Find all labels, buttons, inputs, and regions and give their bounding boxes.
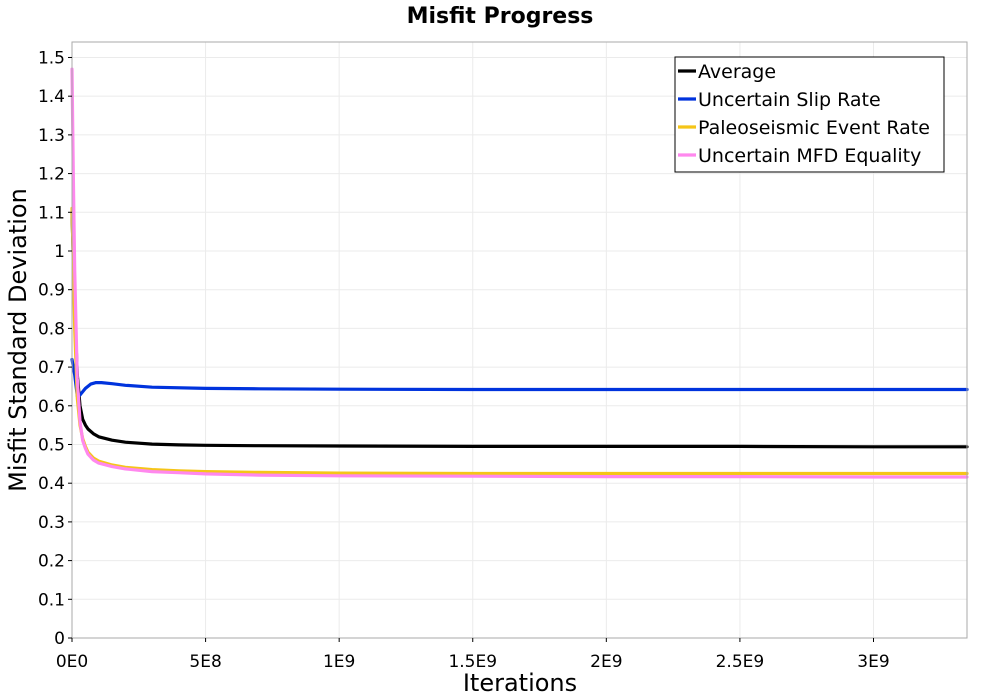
y-tick-label: 1 bbox=[54, 242, 65, 262]
y-tick-label: 0.4 bbox=[38, 474, 65, 494]
y-tick-label: 1.1 bbox=[38, 203, 65, 223]
x-tick-label: 3E9 bbox=[857, 652, 889, 672]
y-tick-label: 0.9 bbox=[38, 281, 65, 301]
series-lines bbox=[70, 67, 969, 479]
x-tick-label: 5E8 bbox=[189, 652, 221, 672]
x-tick-label: 0E0 bbox=[56, 652, 88, 672]
legend-label-uncertain-slip-rate: Uncertain Slip Rate bbox=[698, 89, 881, 111]
legend-label-average: Average bbox=[698, 61, 776, 83]
y-tick-label: 0.8 bbox=[38, 319, 65, 339]
series-line-paleoseismic-event-rate bbox=[70, 206, 969, 476]
x-tick-label: 1E9 bbox=[323, 652, 355, 672]
x-axis-label: Iterations bbox=[463, 669, 577, 697]
axis-ticks: 0 0.1 0.2 0.3 0.4 0.5 0.6 0.7 0.8 0.9 1 1.1 1.2 1.3 1.… bbox=[38, 48, 890, 672]
y-tick-label: 0.3 bbox=[38, 513, 65, 533]
y-tick-label: 0.7 bbox=[38, 358, 65, 378]
legend-label-uncertain-mfd-equality: Uncertain MFD Equality bbox=[698, 145, 921, 167]
y-axis-label: Misfit Standard Deviation bbox=[4, 188, 32, 492]
series-line-average bbox=[70, 210, 969, 449]
x-tick-label: 2.5E9 bbox=[716, 652, 765, 672]
y-tick-label: 1.3 bbox=[38, 126, 65, 146]
y-tick-label: 1.4 bbox=[38, 87, 65, 107]
legend: Average Uncertain Slip Rate Paleoseismic E… bbox=[674, 56, 945, 173]
y-tick-label: 0.1 bbox=[38, 590, 65, 610]
y-tick-label: 1.5 bbox=[38, 48, 65, 68]
legend-box bbox=[674, 56, 945, 173]
plot-area-frame bbox=[71, 41, 968, 639]
y-tick-label: 0.5 bbox=[38, 435, 65, 455]
series-line-uncertain-slip-rate bbox=[70, 357, 969, 398]
legend-label-paleoseismic-event-rate: Paleoseismic Event Rate bbox=[698, 117, 930, 139]
x-tick-label: 2E9 bbox=[590, 652, 622, 672]
y-tick-label: 1.2 bbox=[38, 165, 65, 185]
y-tick-label: 0.6 bbox=[38, 397, 65, 417]
x-tick-label: 1.5E9 bbox=[448, 652, 497, 672]
y-tick-label: 0.2 bbox=[38, 552, 65, 572]
chart-title: Misfit Progress bbox=[407, 4, 594, 29]
y-tick-label: 0 bbox=[54, 629, 65, 649]
series-line-uncertain-mfd-equality bbox=[70, 67, 969, 479]
